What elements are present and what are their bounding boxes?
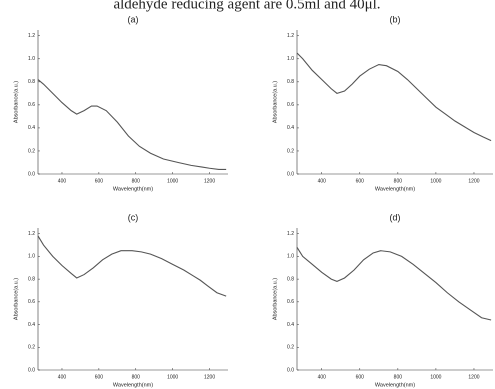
y-tick-label: 1.0 [287, 254, 294, 260]
y-tick-label: 0.4 [287, 322, 294, 328]
y-tick-label: 0.2 [287, 148, 294, 154]
y-tick-label: 0.4 [28, 125, 35, 131]
x-tick-label: 1200 [468, 178, 479, 184]
x-tick-label: 1000 [167, 178, 178, 184]
y-tick-label: 1.0 [28, 56, 35, 62]
y-tick-label: 0.0 [28, 171, 35, 177]
x-tick-label: 800 [132, 374, 141, 380]
y-tick-label: 0.0 [287, 367, 294, 373]
x-tick-label: 600 [95, 178, 104, 184]
y-tick-label: 0.8 [28, 79, 35, 85]
x-tick-label: 800 [132, 178, 141, 184]
y-tick-label: 0.8 [287, 276, 294, 282]
data-line [296, 247, 492, 321]
y-axis-label: Absorbance(a.u.) [272, 81, 278, 123]
x-axis-label: Wavelength(nm) [113, 382, 153, 388]
x-tick-label: 1200 [204, 374, 215, 380]
y-axis-label: Absorbance(a.u.) [13, 278, 19, 320]
y-tick-label: 1.0 [28, 254, 35, 260]
header-text: aldehyde reducing agent are 0.5ml and 40… [113, 0, 380, 12]
x-axis-label: Wavelength(nm) [113, 186, 153, 192]
y-tick-label: 0.4 [287, 125, 294, 131]
x-tick-label: 600 [356, 374, 365, 380]
y-tick-label: 0.2 [28, 148, 35, 154]
y-tick-label: 0.6 [28, 299, 35, 305]
x-tick-label: 800 [394, 374, 403, 380]
y-tick-label: 0.2 [28, 345, 35, 351]
y-tick-label: 0.6 [28, 102, 35, 108]
y-tick-label: 1.2 [287, 33, 294, 39]
y-tick-label: 0.6 [287, 299, 294, 305]
y-tick-label: 0.6 [287, 102, 294, 108]
y-tick-label: 0.0 [28, 367, 35, 373]
x-tick-label: 1000 [430, 178, 441, 184]
x-tick-label: 1200 [204, 178, 215, 184]
x-tick-label: 1000 [167, 374, 178, 380]
x-tick-label: 600 [95, 374, 104, 380]
y-axis-label: Absorbance(a.u.) [13, 81, 19, 123]
data-line [296, 52, 492, 142]
y-tick-label: 1.2 [28, 231, 35, 237]
y-tick-label: 0.8 [28, 276, 35, 282]
x-tick-label: 400 [318, 374, 327, 380]
x-axis-label: Wavelength(nm) [375, 186, 415, 192]
data-line [37, 79, 227, 170]
y-axis-label: Absorbance(a.u.) [272, 278, 278, 320]
y-tick-label: 0.4 [28, 322, 35, 328]
x-tick-label: 400 [58, 374, 67, 380]
chart-title: (b) [390, 14, 401, 24]
x-tick-label: 400 [58, 178, 67, 184]
x-tick-label: 800 [394, 178, 403, 184]
chart-title: (a) [128, 14, 139, 24]
y-tick-label: 1.0 [287, 56, 294, 62]
x-tick-label: 1000 [430, 374, 441, 380]
y-tick-label: 0.2 [287, 345, 294, 351]
chart-title: (d) [390, 212, 401, 222]
y-tick-label: 1.2 [28, 33, 35, 39]
x-tick-label: 600 [356, 178, 365, 184]
chart-title: (c) [128, 212, 139, 222]
y-tick-label: 1.2 [287, 231, 294, 237]
x-axis-label: Wavelength(nm) [375, 382, 415, 388]
x-tick-label: 1200 [468, 374, 479, 380]
y-tick-label: 0.8 [287, 79, 294, 85]
y-tick-label: 0.0 [287, 171, 294, 177]
data-line [37, 235, 227, 297]
x-tick-label: 400 [318, 178, 327, 184]
